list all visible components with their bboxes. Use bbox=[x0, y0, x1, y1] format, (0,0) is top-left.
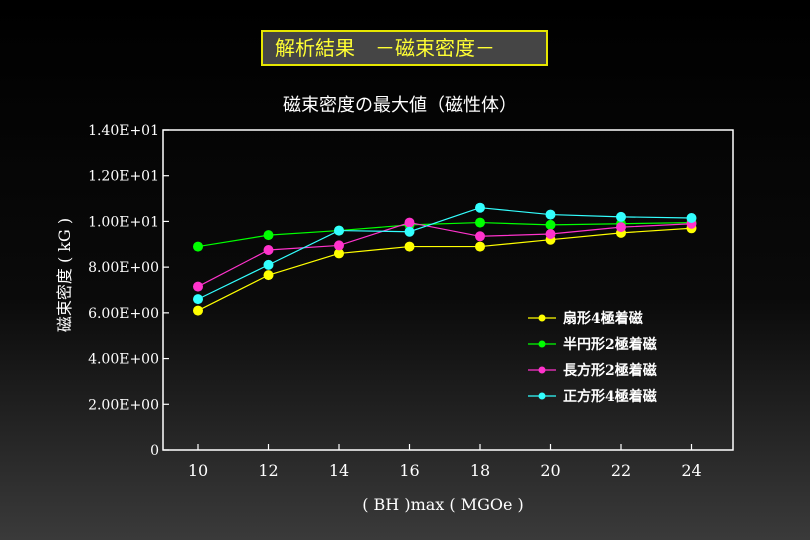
x-tick-label: 14 bbox=[329, 461, 349, 480]
chart-title: 磁束密度の最大値（磁性体） bbox=[283, 95, 517, 116]
y-axis-label: 磁束密度 ( kG ) bbox=[55, 218, 74, 332]
x-tick-label: 22 bbox=[611, 461, 631, 480]
axis-layer: 0 2.00E+00 4.00E+00 6.00E+00 8.00E+00 1.00E+0… bbox=[88, 123, 702, 480]
x-tick-label: 24 bbox=[681, 461, 701, 480]
data-point bbox=[334, 225, 344, 236]
data-point bbox=[193, 294, 203, 305]
legend-label: 正方形4極着磁 bbox=[563, 388, 657, 405]
x-tick-label: 18 bbox=[470, 461, 490, 480]
y-tick-label: 1.40E+01 bbox=[88, 123, 159, 139]
y-tick-label: 4.00E+00 bbox=[88, 352, 159, 368]
data-point bbox=[193, 305, 203, 316]
data-point bbox=[475, 202, 485, 213]
x-tick-label: 10 bbox=[188, 461, 208, 480]
data-point bbox=[545, 219, 556, 230]
header-title: 解析結果 －磁束密度－ bbox=[261, 30, 548, 66]
data-point bbox=[263, 270, 274, 281]
x-tick-label: 20 bbox=[540, 461, 560, 480]
y-tick-label: 1.00E+01 bbox=[88, 214, 159, 230]
data-point bbox=[334, 248, 344, 259]
data-point bbox=[545, 229, 556, 239]
y-tick-label: 2.00E+00 bbox=[88, 397, 159, 413]
legend-marker bbox=[538, 392, 546, 400]
data-point bbox=[404, 226, 415, 237]
x-axis-label: ( BH )max ( MGOe ) bbox=[362, 495, 524, 514]
y-tick-label: 8.00E+00 bbox=[88, 260, 159, 276]
data-point bbox=[475, 231, 485, 242]
x-tick-label: 16 bbox=[399, 461, 419, 480]
data-point bbox=[263, 245, 274, 255]
legend-label: 半円形2極着磁 bbox=[563, 336, 657, 353]
data-point bbox=[545, 209, 556, 220]
data-point bbox=[475, 217, 485, 228]
series-layer bbox=[193, 202, 697, 316]
data-point bbox=[475, 241, 485, 252]
series-line bbox=[197, 207, 692, 300]
data-point bbox=[616, 211, 626, 222]
data-point bbox=[263, 230, 274, 241]
legend-label: 扇形4極着磁 bbox=[563, 310, 643, 327]
data-point bbox=[263, 259, 274, 270]
data-point bbox=[686, 213, 697, 223]
y-tick-label: 6.00E+00 bbox=[88, 306, 159, 322]
data-point bbox=[616, 222, 626, 233]
series-line bbox=[197, 221, 692, 288]
legend-marker bbox=[538, 340, 546, 348]
data-point bbox=[334, 240, 344, 251]
data-point bbox=[193, 281, 203, 292]
legend-marker bbox=[538, 314, 546, 322]
data-point bbox=[193, 241, 203, 252]
data-point bbox=[404, 241, 415, 252]
series-line bbox=[197, 227, 692, 312]
plot-frame bbox=[162, 129, 734, 451]
legend-marker bbox=[538, 366, 546, 374]
series-line bbox=[197, 221, 692, 248]
y-tick-label: 1.20E+01 bbox=[88, 169, 159, 185]
data-point bbox=[404, 217, 415, 228]
x-tick-label: 12 bbox=[258, 461, 278, 480]
legend-label: 長方形2極着磁 bbox=[563, 362, 657, 379]
y-tick-label: 0 bbox=[150, 443, 159, 459]
